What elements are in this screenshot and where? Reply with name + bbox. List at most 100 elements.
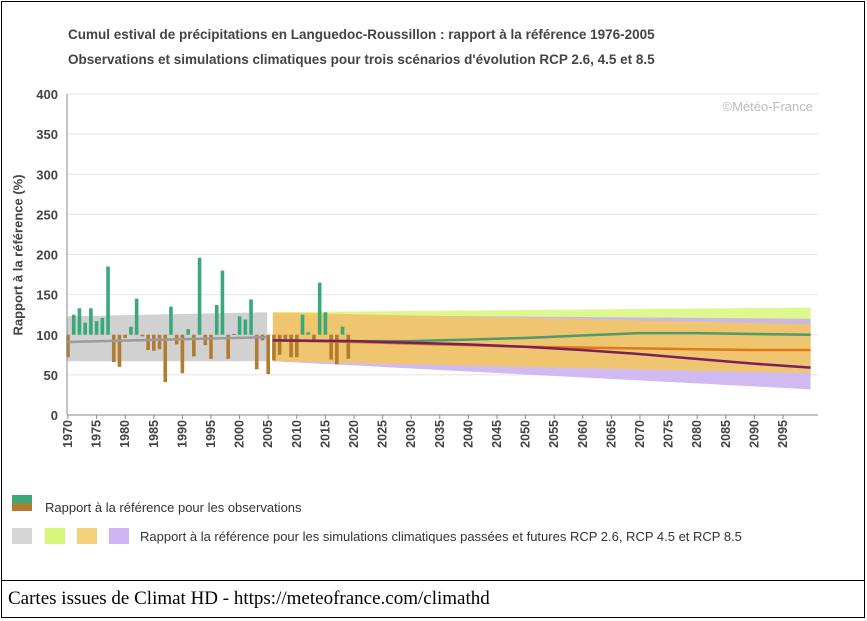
x-tick-label: 1985	[147, 420, 161, 448]
median-line-rcp85	[272, 339, 811, 369]
observation-bar	[123, 334, 127, 338]
observation-bar	[214, 305, 219, 335]
y-tick-label: 50	[44, 368, 58, 383]
median-lines	[66, 331, 811, 369]
observation-bar	[226, 334, 230, 359]
y-tick-label: 350	[36, 127, 58, 142]
observation-bar	[289, 334, 293, 358]
observation-bar	[129, 326, 133, 335]
observation-bar	[266, 334, 270, 375]
chart-subtitle: Observations et simulations climatiques …	[68, 52, 655, 67]
y-tick-label: 0	[51, 408, 58, 423]
observation-bar	[94, 321, 99, 335]
observation-bar	[66, 334, 70, 358]
y-tick-label: 400	[36, 87, 58, 102]
observation-bar	[329, 334, 333, 360]
axes: 0 50 100 150 200 250 300 350 400 1970 1975 1980 1985…	[36, 87, 818, 448]
observation-bar	[152, 334, 156, 351]
observation-bar	[192, 334, 196, 357]
x-tick-label: 2015	[318, 420, 332, 448]
x-tick-label: 2040	[461, 420, 475, 448]
observation-bar	[89, 308, 93, 335]
x-tick-label: 2010	[290, 420, 304, 448]
observation-bar	[71, 314, 76, 335]
observation-bar	[249, 299, 253, 335]
x-tick-label: 2035	[433, 420, 447, 448]
x-tick-label: 2030	[404, 420, 418, 448]
x-tick-label: 2070	[633, 420, 647, 448]
x-tick-label: 2090	[747, 420, 761, 448]
x-tick-label: 2085	[719, 420, 733, 448]
observation-bar	[300, 314, 305, 335]
x-tick-label: 2080	[690, 420, 704, 448]
observation-bar	[220, 270, 225, 335]
observation-bar	[232, 333, 236, 335]
observation-bar	[83, 322, 87, 335]
observation-bar	[243, 319, 248, 335]
observation-bar	[295, 334, 299, 358]
legend-swatch-obs-low	[12, 503, 32, 511]
observation-bar	[197, 257, 202, 335]
observation-bar	[277, 334, 282, 355]
observation-bar	[111, 334, 116, 363]
x-tick-label: 2055	[547, 420, 561, 448]
x-tick-label: 2025	[376, 420, 390, 448]
observation-bar	[157, 334, 162, 350]
x-tick-label: 2020	[347, 420, 361, 448]
observation-bar	[209, 334, 213, 359]
observation-bar	[317, 282, 322, 335]
observation-bar	[100, 317, 105, 335]
observation-bar	[77, 308, 82, 335]
x-tick-label: 2095	[776, 420, 790, 448]
x-tick-label: 1975	[90, 420, 104, 448]
y-tick-label: 100	[36, 328, 58, 343]
y-tick-label: 300	[36, 167, 58, 182]
observation-bar	[346, 334, 351, 359]
observation-bar	[140, 334, 145, 337]
y-tick-label: 250	[36, 207, 58, 222]
legend-swatch-obs-high	[12, 495, 32, 503]
x-tick-label: 1970	[61, 420, 75, 448]
legend-swatch-rcp45	[77, 528, 97, 544]
footer-source: Cartes issues de Climat HD - https://met…	[8, 588, 490, 609]
legend-swatch-historical	[12, 528, 32, 544]
legend-swatch-rcp85	[109, 528, 129, 544]
observation-bar	[237, 316, 242, 335]
observation-bar	[106, 266, 110, 335]
observation-bar	[323, 312, 328, 335]
observation-bar	[117, 334, 122, 367]
observation-bar	[335, 334, 339, 365]
observation-bar	[146, 334, 150, 350]
observation-bar	[312, 334, 316, 341]
observation-bar	[340, 326, 345, 335]
x-tick-label: 2060	[576, 420, 590, 448]
x-tick-label: 2045	[490, 420, 504, 448]
footer-divider	[1, 580, 865, 581]
median-line-historical	[66, 335, 268, 344]
watermark-text: ©Météo-France	[723, 99, 814, 114]
observation-bar	[272, 334, 276, 361]
x-tick-label: 2000	[233, 420, 247, 448]
legend-observations: Rapport à la référence pour les observat…	[45, 500, 302, 515]
observation-bar	[134, 298, 139, 335]
observation-bar	[203, 334, 208, 346]
observation-bar	[163, 334, 168, 383]
observation-bar	[169, 306, 173, 335]
x-tick-label: 2050	[519, 420, 533, 448]
observation-bar	[254, 334, 259, 370]
chart-title: Cumul estival de précipitations en Langu…	[68, 27, 655, 42]
observation-bar	[180, 334, 185, 374]
x-tick-label: 2005	[261, 420, 275, 448]
x-tick-label: 1990	[175, 420, 189, 448]
y-tick-label: 150	[36, 288, 58, 303]
x-tick-label: 2065	[604, 420, 618, 448]
x-tick-label: 1995	[204, 420, 218, 448]
x-tick-label: 2075	[662, 420, 676, 448]
observation-bar	[306, 332, 311, 335]
x-tick-label: 1980	[118, 420, 132, 448]
observation-bar	[186, 329, 190, 335]
y-tick-label: 200	[36, 248, 58, 263]
legend-simulations: Rapport à la référence pour les simulati…	[140, 529, 742, 544]
observation-bars	[66, 257, 351, 383]
